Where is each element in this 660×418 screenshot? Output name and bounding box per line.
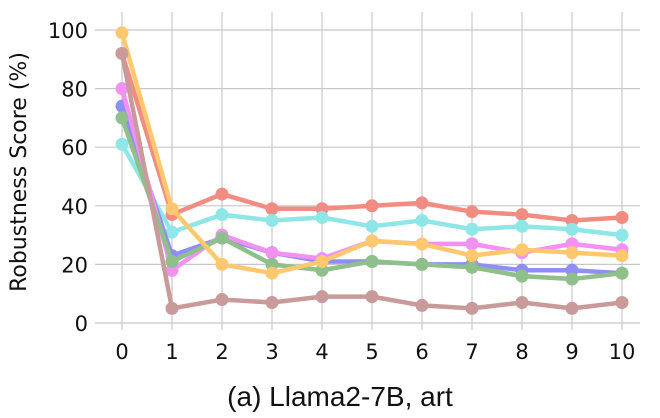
data-point [265,246,279,260]
data-point [415,213,429,227]
data-point [215,293,229,307]
data-point [165,202,179,216]
data-point [565,222,579,236]
data-point [165,225,179,239]
x-tick-label: 5 [365,340,378,364]
x-tick-label: 8 [515,340,528,364]
data-point [565,301,579,315]
x-tick-label: 6 [415,340,428,364]
data-point [615,211,629,225]
y-tick-labels: 0 20 40 60 80 100 [48,19,88,336]
data-point [215,208,229,222]
data-point [465,260,479,274]
data-point [415,257,429,271]
data-point [465,237,479,251]
data-point [115,111,129,125]
data-point [265,202,279,216]
data-point [465,249,479,263]
data-point [265,295,279,309]
data-point [315,211,329,225]
data-point [265,213,279,227]
x-tick-label: 7 [465,340,478,364]
data-point [115,26,129,40]
data-point [315,254,329,268]
x-tick-label: 4 [315,340,328,364]
data-point [115,46,129,60]
y-tick-label: 40 [61,195,88,219]
data-point [115,82,129,96]
series-6 [115,26,629,280]
data-point [215,231,229,245]
data-point [215,187,229,201]
x-tick-label: 10 [609,340,636,364]
x-tick-label: 1 [165,340,178,364]
data-point [515,219,529,233]
series-2 [115,137,629,242]
data-point [415,237,429,251]
y-tick-label: 0 [75,312,88,336]
data-point [115,137,129,151]
data-point [265,266,279,280]
chart-caption: (a) Llama2-7B, art [227,381,453,412]
data-point [515,295,529,309]
y-tick-label: 20 [61,253,88,277]
data-point [215,257,229,271]
data-point [515,243,529,257]
data-point [515,208,529,222]
x-tick-labels: 0 1 2 3 4 5 6 7 8 9 10 [115,340,635,364]
data-point [565,246,579,260]
series-7 [115,46,629,315]
data-point [365,199,379,213]
data-point [365,254,379,268]
x-tick-label: 3 [265,340,278,364]
y-tick-label: 60 [61,136,88,160]
data-point [465,301,479,315]
data-point [465,205,479,219]
data-point [365,234,379,248]
data-point [165,301,179,315]
data-point [615,228,629,242]
data-point [415,196,429,210]
data-point [465,222,479,236]
y-axis-label: Robustness Score (%) [7,52,32,292]
data-point [315,290,329,304]
data-point [165,254,179,268]
series-group [115,26,629,315]
grid [95,12,640,330]
x-tick-label: 0 [115,340,128,364]
x-tick-label: 2 [215,340,228,364]
y-tick-label: 80 [61,78,88,102]
data-point [615,249,629,263]
data-point [615,295,629,309]
data-point [615,266,629,280]
data-point [415,298,429,312]
data-point [365,219,379,233]
data-point [565,272,579,286]
data-point [365,290,379,304]
y-tick-label: 100 [48,19,88,43]
data-point [515,269,529,283]
x-tick-label: 9 [565,340,578,364]
